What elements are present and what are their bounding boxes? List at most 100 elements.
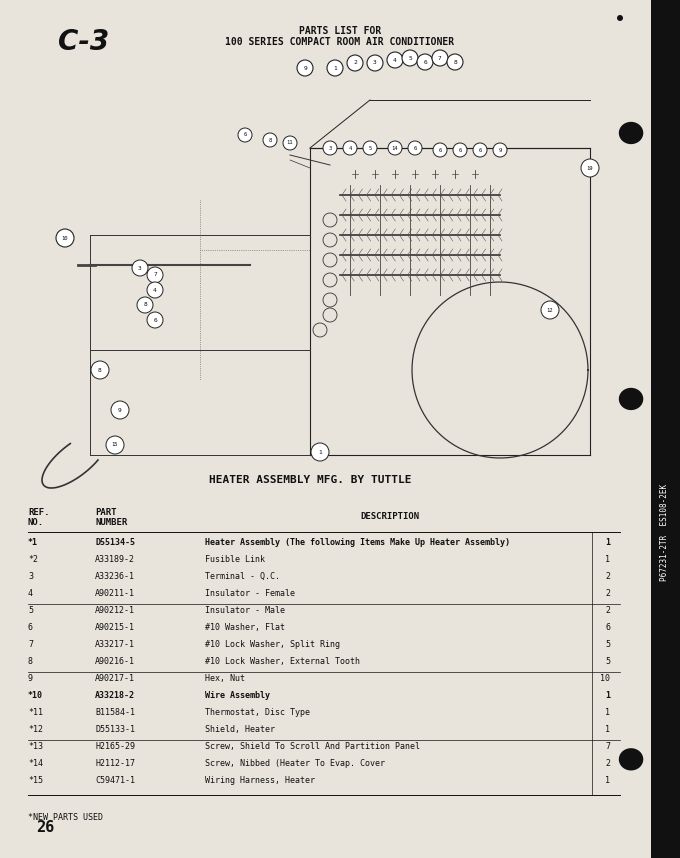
Text: A33236-1: A33236-1	[95, 572, 135, 581]
Text: 9: 9	[118, 408, 122, 413]
Text: 5: 5	[605, 657, 610, 666]
Circle shape	[402, 50, 418, 66]
Text: 12: 12	[547, 307, 554, 312]
Text: 6: 6	[243, 132, 247, 137]
Text: 1: 1	[333, 65, 337, 70]
Circle shape	[323, 141, 337, 155]
Text: 26: 26	[36, 820, 54, 835]
Circle shape	[581, 159, 599, 177]
Circle shape	[132, 260, 148, 276]
Circle shape	[56, 229, 74, 247]
Text: 5: 5	[369, 146, 372, 150]
Circle shape	[433, 143, 447, 157]
Text: HEATER ASSEMBLY MFG. BY TUTTLE: HEATER ASSEMBLY MFG. BY TUTTLE	[209, 475, 411, 485]
Ellipse shape	[619, 388, 643, 410]
Text: 5: 5	[605, 640, 610, 649]
Circle shape	[347, 55, 363, 71]
Text: 1: 1	[605, 538, 610, 547]
Text: 1: 1	[318, 450, 322, 455]
Text: *NEW PARTS USED: *NEW PARTS USED	[28, 813, 103, 822]
Circle shape	[473, 143, 487, 157]
Text: 2: 2	[605, 572, 610, 581]
Text: Hex, Nut: Hex, Nut	[205, 674, 245, 683]
Circle shape	[91, 361, 109, 379]
Text: 1: 1	[605, 776, 610, 785]
Circle shape	[238, 128, 252, 142]
Text: 10: 10	[62, 235, 68, 240]
Text: 8: 8	[98, 367, 102, 372]
Circle shape	[343, 141, 357, 155]
Circle shape	[453, 143, 467, 157]
Circle shape	[417, 54, 433, 70]
Text: Wire Assembly: Wire Assembly	[205, 691, 270, 700]
Circle shape	[147, 282, 163, 298]
Text: 2: 2	[605, 606, 610, 615]
Text: *11: *11	[28, 708, 43, 717]
Text: *12: *12	[28, 725, 43, 734]
Text: 4: 4	[393, 57, 397, 63]
Text: 6: 6	[413, 146, 417, 150]
Text: 3: 3	[328, 146, 332, 150]
Circle shape	[106, 436, 124, 454]
Text: A33189-2: A33189-2	[95, 555, 135, 564]
Text: 8: 8	[269, 137, 271, 142]
Text: Thermostat, Disc Type: Thermostat, Disc Type	[205, 708, 310, 717]
Text: 9: 9	[28, 674, 33, 683]
Ellipse shape	[619, 748, 643, 770]
Circle shape	[387, 52, 403, 68]
Circle shape	[541, 301, 559, 319]
Text: A90211-1: A90211-1	[95, 589, 135, 598]
Circle shape	[493, 143, 507, 157]
Text: 9: 9	[498, 148, 502, 153]
Text: 4: 4	[153, 287, 157, 293]
Bar	[651, 0, 680, 858]
Text: 6: 6	[458, 148, 462, 153]
Circle shape	[408, 141, 422, 155]
Text: A90216-1: A90216-1	[95, 657, 135, 666]
Text: Terminal - Q.C.: Terminal - Q.C.	[205, 572, 280, 581]
Text: 2: 2	[605, 759, 610, 768]
Text: REF.: REF.	[28, 508, 50, 517]
Text: 7: 7	[28, 640, 33, 649]
Text: A33218-2: A33218-2	[95, 691, 135, 700]
Text: D55133-1: D55133-1	[95, 725, 135, 734]
Text: 15: 15	[112, 443, 118, 448]
Text: Screw, Nibbed (Heater To Evap. Cover: Screw, Nibbed (Heater To Evap. Cover	[205, 759, 385, 768]
Text: 4: 4	[28, 589, 33, 598]
Text: 6: 6	[28, 623, 33, 632]
Circle shape	[137, 297, 153, 313]
Text: Heater Assembly (The following Items Make Up Heater Assembly): Heater Assembly (The following Items Mak…	[205, 538, 510, 547]
Text: 8: 8	[453, 59, 457, 64]
Text: 1: 1	[605, 555, 610, 564]
Text: *13: *13	[28, 742, 43, 751]
Text: DESCRIPTION: DESCRIPTION	[360, 512, 420, 521]
Circle shape	[147, 267, 163, 283]
Text: D55134-5: D55134-5	[95, 538, 135, 547]
Text: 6: 6	[439, 148, 441, 153]
Circle shape	[311, 443, 329, 461]
Text: 7: 7	[605, 742, 610, 751]
Text: 19: 19	[587, 166, 593, 171]
Text: Shield, Heater: Shield, Heater	[205, 725, 275, 734]
Text: *1: *1	[28, 538, 38, 547]
Circle shape	[432, 50, 448, 66]
Text: 6: 6	[423, 59, 427, 64]
Text: 8: 8	[28, 657, 33, 666]
Text: H2165-29: H2165-29	[95, 742, 135, 751]
Circle shape	[367, 55, 383, 71]
Text: 7: 7	[153, 273, 157, 277]
Text: NUMBER: NUMBER	[95, 518, 127, 527]
Text: 1: 1	[605, 691, 610, 700]
Text: *14: *14	[28, 759, 43, 768]
Circle shape	[111, 401, 129, 419]
Text: *2: *2	[28, 555, 38, 564]
Text: 4: 4	[348, 146, 352, 150]
Text: B11584-1: B11584-1	[95, 708, 135, 717]
Text: A33217-1: A33217-1	[95, 640, 135, 649]
Text: Insulator - Female: Insulator - Female	[205, 589, 295, 598]
Text: 5: 5	[28, 606, 33, 615]
Ellipse shape	[619, 122, 643, 144]
Text: P67231-2TR  ES108-2EK: P67231-2TR ES108-2EK	[660, 483, 669, 581]
Circle shape	[297, 60, 313, 76]
Text: 5: 5	[408, 56, 412, 61]
